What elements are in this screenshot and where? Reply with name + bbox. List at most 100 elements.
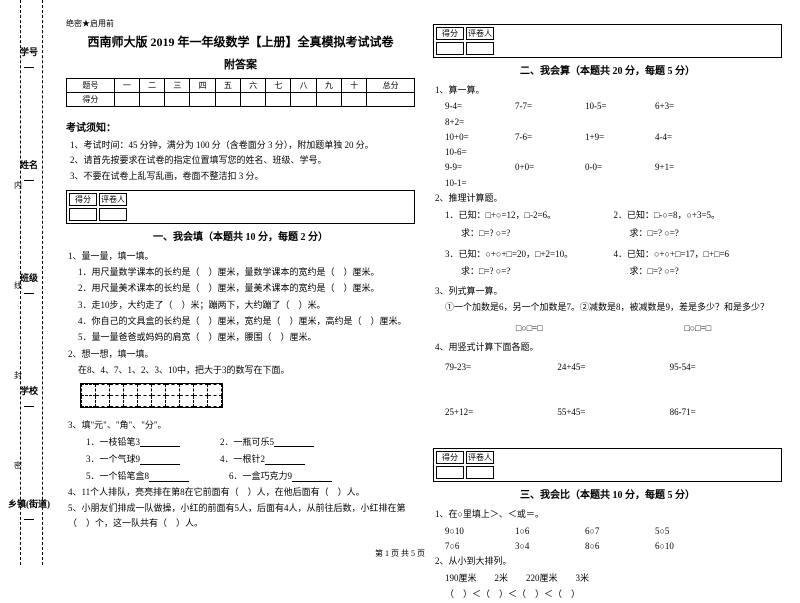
calc-row-3: 9-9=0+0=0-0=9+1=10-1= — [445, 160, 782, 191]
compare-row-1: 9○101○66○75○5 — [445, 524, 782, 539]
sb-blank[interactable] — [466, 466, 494, 479]
score-cell[interactable] — [240, 93, 265, 107]
section-score-box-2: 得分评卷人 — [433, 24, 782, 58]
vertical-calc-row-2: 25+12=55+45=86-71= — [445, 405, 782, 420]
score-cell[interactable] — [367, 93, 415, 107]
calc: 8+2= — [445, 115, 515, 130]
formula-2: □○□=□ — [614, 321, 783, 336]
calc-row-2: 10+0=7-6=1+9=4-4=10-6= — [445, 130, 782, 161]
spine-mark-1: 内 — [14, 180, 22, 191]
section-1-questions: 1、量一量，填一填。 1．用尺量数学课本的长约是（ ）厘米，量数学课本的宽约是（… — [68, 249, 415, 533]
sb-blank[interactable] — [436, 466, 464, 479]
spine-field-1: 学号 — [20, 47, 38, 57]
sh-2: 二 — [139, 79, 164, 93]
calc: 7-6= — [515, 130, 585, 145]
cmp: 1○6 — [515, 524, 585, 539]
score-cell[interactable] — [291, 93, 316, 107]
spine-field-4: 学校 — [20, 386, 38, 396]
score-cell[interactable] — [266, 93, 291, 107]
section-2-title: 二、我会算（本题共 20 分，每题 5 分） — [433, 62, 782, 77]
sb-blank[interactable] — [69, 208, 97, 221]
cmp: 9○10 — [445, 524, 515, 539]
spine-field-3: 班级 — [20, 273, 38, 283]
calc: 9-4= — [445, 99, 515, 114]
s3q2a: 190厘米 2米 220厘米 3米 — [445, 571, 782, 586]
vc: 86-71= — [670, 405, 782, 420]
sh-5: 五 — [215, 79, 240, 93]
right-column: 得分评卷人 二、我会算（本题共 20 分，每题 5 分） 1、算一算。 9-4=… — [433, 18, 782, 543]
answer-grid[interactable] — [80, 383, 223, 408]
page-footer: 第 1 页 共 5 页 — [0, 548, 800, 559]
score-cell[interactable] — [190, 93, 215, 107]
calc: 4-4= — [655, 130, 725, 145]
sb2-c1: 得分 — [436, 27, 464, 40]
q1e: 5．量一量爸爸或妈妈的肩宽（ ）厘米，腰围（ ）厘米。 — [78, 330, 415, 345]
notice-2: 2、请首先按要求在试卷的指定位置填写您的姓名、班级、学号。 — [70, 153, 415, 168]
sh-10: 十 — [341, 79, 366, 93]
cmp: 6○7 — [585, 524, 655, 539]
s2q4: 4、用竖式计算下面各题。 — [435, 340, 782, 355]
calc: 9+1= — [655, 160, 725, 175]
score-cell[interactable] — [215, 93, 240, 107]
q2: 2、想一想，填一填。 — [68, 347, 415, 362]
vc: 24+45= — [557, 360, 669, 375]
spine-mark-2: 线 — [14, 280, 22, 291]
score-cell[interactable] — [341, 93, 366, 107]
s2q2a2R: 求：□=? ○=? — [614, 226, 783, 241]
score-cell[interactable] — [114, 93, 139, 107]
sb-blank[interactable] — [99, 208, 127, 221]
s3q1: 1、在○里填上＞、＜或＝。 — [435, 507, 782, 522]
vc: 25+12= — [445, 405, 557, 420]
sb3-c2: 评卷人 — [466, 451, 494, 464]
cmp: 5○5 — [655, 524, 725, 539]
sb-blank[interactable] — [436, 42, 464, 55]
calc: 10-1= — [445, 176, 515, 191]
q1: 1、量一量，填一填。 — [68, 249, 415, 264]
sh-4: 四 — [190, 79, 215, 93]
sh-11: 总分 — [367, 79, 415, 93]
score-cell[interactable] — [139, 93, 164, 107]
s2q2b: 3．已知：○+○+□=20，□+2=10。 — [445, 247, 614, 262]
s2q2aR: 2．已知：□-○=8，○+3=5。 — [614, 208, 783, 223]
spine-mark-4: 密 — [14, 460, 22, 471]
section-score-box-3: 得分评卷人 — [433, 448, 782, 482]
sh-1: 一 — [114, 79, 139, 93]
spine-field-5: 乡镇(街道) — [8, 499, 50, 509]
sb-c2: 评卷人 — [99, 193, 127, 206]
calc: 0-0= — [585, 160, 655, 175]
q4: 4、11个人排队，亮亮排在第8在它前面有（ ）人，在他后面有（ ）人。 — [68, 485, 415, 500]
sb-blank[interactable] — [466, 42, 494, 55]
section-3-title: 三、我会比（本题共 10 分，每题 5 分） — [433, 486, 782, 501]
notice-title: 考试须知： — [66, 119, 415, 134]
q3f: 6．一盒巧克力9 — [229, 471, 292, 481]
sb-c1: 得分 — [69, 193, 97, 206]
q3: 3、填"元"、"角"、"分"。 — [68, 418, 415, 433]
s2q2a2: 求：□=? ○=? — [445, 226, 614, 241]
s2q2b2: 求：□=? ○=? — [445, 264, 614, 279]
sh-7: 七 — [266, 79, 291, 93]
notice-list: 1、考试时间：45 分钟，满分为 100 分（含卷面分 3 分），附加题单独 2… — [70, 138, 415, 184]
exam-title: 西南师大版 2019 年一年级数学【上册】全真模拟考试试卷 — [66, 33, 415, 50]
score-cell[interactable] — [165, 93, 190, 107]
q5: 5、小朋友们排成一队做操，小红的前面有5人，后面有4人，从前往后数，小红排在第（… — [68, 501, 415, 532]
s2q2a: 1．已知：□+○=12，□-2=6。 — [445, 208, 614, 223]
s3q2b: （ ）＜（ ）＜（ ）＜（ ） — [445, 587, 782, 602]
secret-tag: 绝密★启用前 — [66, 18, 415, 29]
formula-1: □○□=□ — [445, 321, 614, 336]
q3e: 5．一个铅笔盒8 — [86, 471, 149, 481]
page-content: 绝密★启用前 西南师大版 2019 年一年级数学【上册】全真模拟考试试卷 附答案… — [58, 0, 800, 565]
section-2-questions: 1、算一算。 9-4=7-7=10-5=6+3=8+2= 10+0=7-6=1+… — [435, 83, 782, 420]
sh-9: 九 — [316, 79, 341, 93]
calc: 10-6= — [445, 145, 515, 160]
score-cell[interactable] — [316, 93, 341, 107]
q1b: 2．用尺量美术课本的长约是（ ）厘米，量美术课本的宽约是（ ）厘米。 — [78, 281, 415, 296]
sh-0: 题号 — [67, 79, 115, 93]
spine-mark-3: 封 — [14, 370, 22, 381]
calc: 10+0= — [445, 130, 515, 145]
s2q2bR: 4．已知：○+○+□=17，□+□=6 — [614, 247, 783, 262]
notice-1: 1、考试时间：45 分钟，满分为 100 分（含卷面分 3 分），附加题单独 2… — [70, 138, 415, 153]
spine-field-2: 姓名 — [20, 160, 38, 170]
sh-3: 三 — [165, 79, 190, 93]
binding-spine: 学号 姓名 班级 学校 乡镇(街道) 内 线 封 密 — [0, 0, 58, 565]
q3d: 4．一根针2 — [220, 454, 265, 464]
